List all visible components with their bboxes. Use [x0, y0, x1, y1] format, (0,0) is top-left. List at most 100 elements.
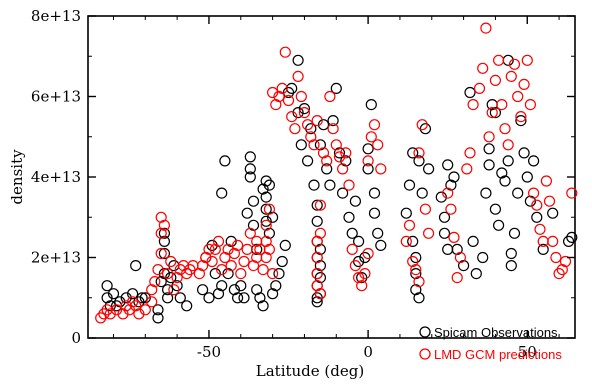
lmd-gcm-data-point: [263, 203, 275, 215]
y-axis-label: density: [8, 149, 26, 205]
spicam-data-point: [566, 231, 578, 243]
lmd-gcm-data-point: [158, 219, 170, 231]
spicam-data-point: [349, 195, 361, 207]
spicam-data-point: [279, 239, 291, 251]
spicam-data-point: [127, 288, 139, 300]
lmd-gcm-data-point: [448, 231, 460, 243]
lmd-gcm-data-point: [311, 251, 323, 264]
lmd-gcm-data-point: [232, 239, 244, 251]
lmd-gcm-data-point: [330, 139, 342, 151]
lmd-gcm-data-point: [308, 139, 320, 151]
spicam-data-point: [152, 312, 164, 324]
spicam-data-point: [244, 151, 256, 163]
lmd-gcm-data-point: [314, 199, 326, 211]
lmd-gcm-data-point: [480, 22, 492, 34]
spicam-data-point: [152, 304, 164, 316]
lmd-gcm-data-point: [244, 227, 256, 239]
lmd-gcm-data-point: [267, 86, 279, 99]
spicam-data-point: [260, 215, 272, 227]
spicam-data-point: [499, 175, 511, 187]
spicam-data-point: [438, 211, 451, 223]
lmd-gcm-data-point: [337, 163, 349, 175]
lmd-gcm-data-point: [359, 268, 371, 280]
lmd-gcm-data-point: [372, 139, 384, 151]
spicam-data-point: [419, 123, 431, 135]
lmd-gcm-data-point: [263, 243, 275, 255]
x-tick-label: 50: [518, 343, 537, 361]
lmd-gcm-data-point: [298, 106, 310, 119]
spicam-data-point: [130, 260, 142, 272]
spicam-data-point: [292, 54, 304, 66]
spicam-data-point: [493, 219, 505, 231]
lmd-gcm-data-point: [171, 272, 183, 284]
spicam-data-point: [375, 239, 387, 251]
spicam-data-point: [155, 276, 167, 288]
lmd-gcm-data-point: [155, 247, 167, 260]
lmd-gcm-data-point: [139, 304, 151, 316]
spicam-data-point: [531, 211, 543, 223]
spicam-data-point: [260, 203, 272, 215]
lmd-gcm-data-point: [486, 106, 498, 119]
lmd-gcm-data-point: [321, 155, 333, 167]
lmd-gcm-data-point: [407, 255, 419, 268]
lmd-gcm-data-point: [292, 70, 304, 83]
lmd-gcm-data-point: [155, 227, 167, 239]
spicam-data-point: [244, 171, 256, 183]
lmd-gcm-data-point: [146, 296, 158, 308]
spicam-data-point: [321, 163, 333, 175]
spicam-data-point: [480, 187, 492, 199]
spicam-data-point: [353, 235, 365, 247]
lmd-gcm-data-point: [349, 260, 361, 272]
lmd-gcm-data-point: [165, 255, 177, 268]
lmd-gcm-data-point: [162, 268, 174, 280]
spicam-data-point: [496, 167, 508, 179]
lmd-gcm-data-point: [346, 243, 358, 255]
spicam-data-point: [489, 203, 501, 215]
spicam-data-point: [410, 268, 422, 280]
spicam-data-point: [273, 268, 285, 280]
lmd-gcm-data-point: [241, 243, 253, 255]
lmd-gcm-data-point: [400, 235, 412, 247]
lmd-gcm-data-point: [260, 219, 272, 231]
lmd-gcm-data-point: [464, 147, 476, 159]
spicam-data-point: [174, 292, 186, 304]
spicam-data-point: [413, 292, 425, 304]
spicam-data-point: [308, 179, 320, 191]
spicam-data-point: [209, 268, 221, 280]
lmd-gcm-data-point: [155, 211, 167, 223]
spicam-data-point: [133, 296, 145, 308]
spicam-data-point: [400, 207, 412, 219]
lmd-gcm-data-point: [314, 227, 326, 239]
spicam-data-point: [403, 179, 416, 191]
spicam-data-point: [267, 288, 279, 300]
lmd-gcm-data-point: [327, 123, 339, 135]
lmd-gcm-data-point: [403, 219, 416, 231]
lmd-gcm-data-point: [559, 255, 572, 268]
spicam-data-point: [527, 155, 540, 167]
lmd-gcm-data-point: [502, 139, 514, 151]
lmd-gcm-data-point: [527, 187, 540, 199]
spicam-data-point: [368, 207, 381, 219]
spicam-data-point: [263, 179, 275, 191]
lmd-gcm-data-point: [333, 151, 346, 163]
lmd-gcm-data-point: [442, 187, 454, 199]
lmd-gcm-data-point: [203, 243, 215, 255]
lmd-gcm-data-point: [302, 119, 314, 131]
spicam-data-point: [448, 171, 460, 183]
spicam-data-point: [337, 187, 349, 199]
lmd-gcm-data-point: [413, 276, 425, 288]
lmd-gcm-data-point: [493, 54, 505, 66]
spicam-data-point: [257, 183, 269, 195]
spicam-data-point: [416, 187, 428, 199]
spicam-data-point: [505, 247, 517, 260]
lmd-gcm-data-point: [133, 308, 145, 320]
lmd-gcm-data-point: [413, 147, 425, 159]
lmd-gcm-data-point: [461, 163, 473, 175]
spicam-data-point: [311, 215, 323, 227]
spicam-data-point: [247, 195, 260, 207]
spicam-data-point: [317, 119, 330, 131]
spicam-data-point: [470, 268, 482, 280]
lmd-gcm-data-point: [353, 272, 365, 284]
lmd-gcm-data-point: [209, 243, 221, 255]
spicam-data-point: [502, 155, 514, 167]
